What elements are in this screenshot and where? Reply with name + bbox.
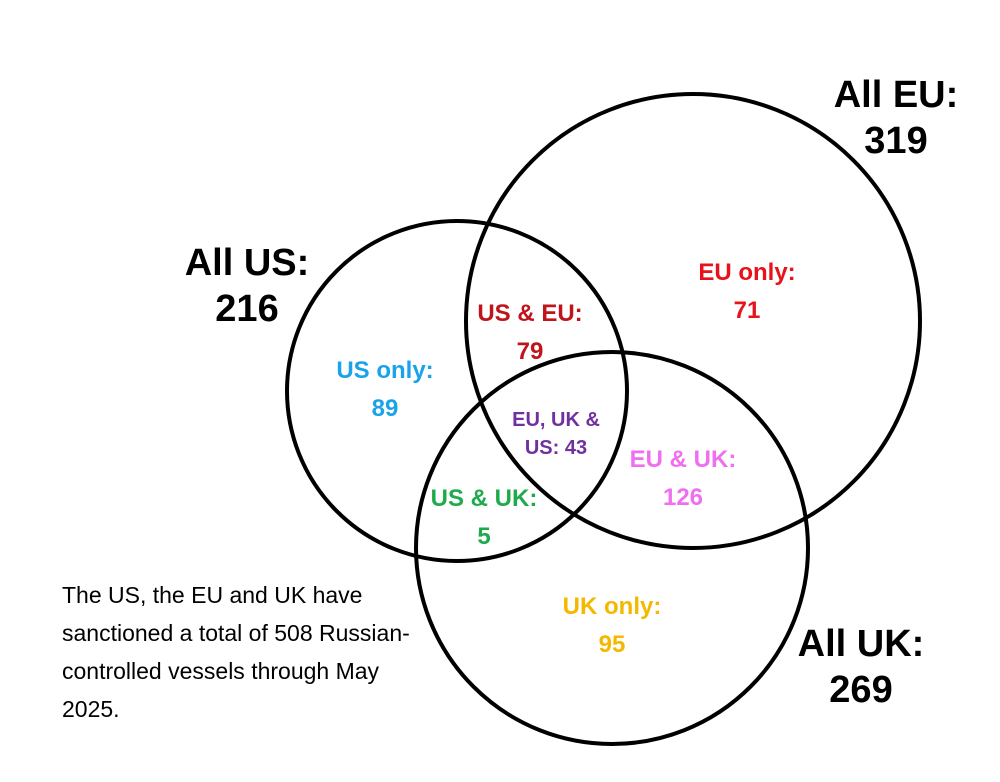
eu-total-label: All EU: 319 [834,72,959,164]
region-us-eu-label: US & EU: [477,300,583,327]
region-us-only-value: 89 [371,395,399,422]
region-all-three-line2: US: 43 [524,437,588,459]
uk-total-value: 269 [829,669,893,711]
summary-note: The US, the EU and UK have sanctioned a … [62,582,410,722]
us-circle [285,219,629,563]
region-us-uk-label: US & UK: [430,485,538,512]
region-us-uk-value: 5 [477,523,491,550]
region-uk-only-value: 95 [598,631,626,658]
region-us-only: US only: 89 [336,352,433,428]
eu-total-value: 319 [864,120,928,162]
uk-total-label: All UK: 269 [798,621,925,713]
region-uk-only: UK only: 95 [563,588,662,664]
region-us-eu-value: 79 [516,338,544,365]
region-eu-uk-value: 126 [662,484,704,511]
region-eu-uk: EU & UK: 126 [630,441,737,517]
region-eu-only: EU only: 71 [698,254,795,330]
region-eu-uk-label: EU & UK: [629,446,737,473]
region-us-only-label: US only: [336,357,434,384]
region-us-uk: US & UK: 5 [431,480,538,556]
uk-total-title: All UK: [797,623,925,665]
region-us-eu: US & EU: 79 [477,295,582,371]
region-eu-only-value: 71 [733,297,761,324]
region-all-three: EU, UK & US: 43 [512,406,600,462]
region-all-three-line1: EU, UK & [512,409,600,431]
region-uk-only-label: UK only: [562,593,662,620]
eu-circle [464,92,922,550]
us-total-value: 216 [215,288,279,330]
uk-circle [414,350,810,746]
region-eu-only-label: EU only: [698,259,796,286]
us-total-label: All US: 216 [185,240,310,332]
eu-total-title: All EU: [833,74,959,116]
us-total-title: All US: [184,242,310,284]
